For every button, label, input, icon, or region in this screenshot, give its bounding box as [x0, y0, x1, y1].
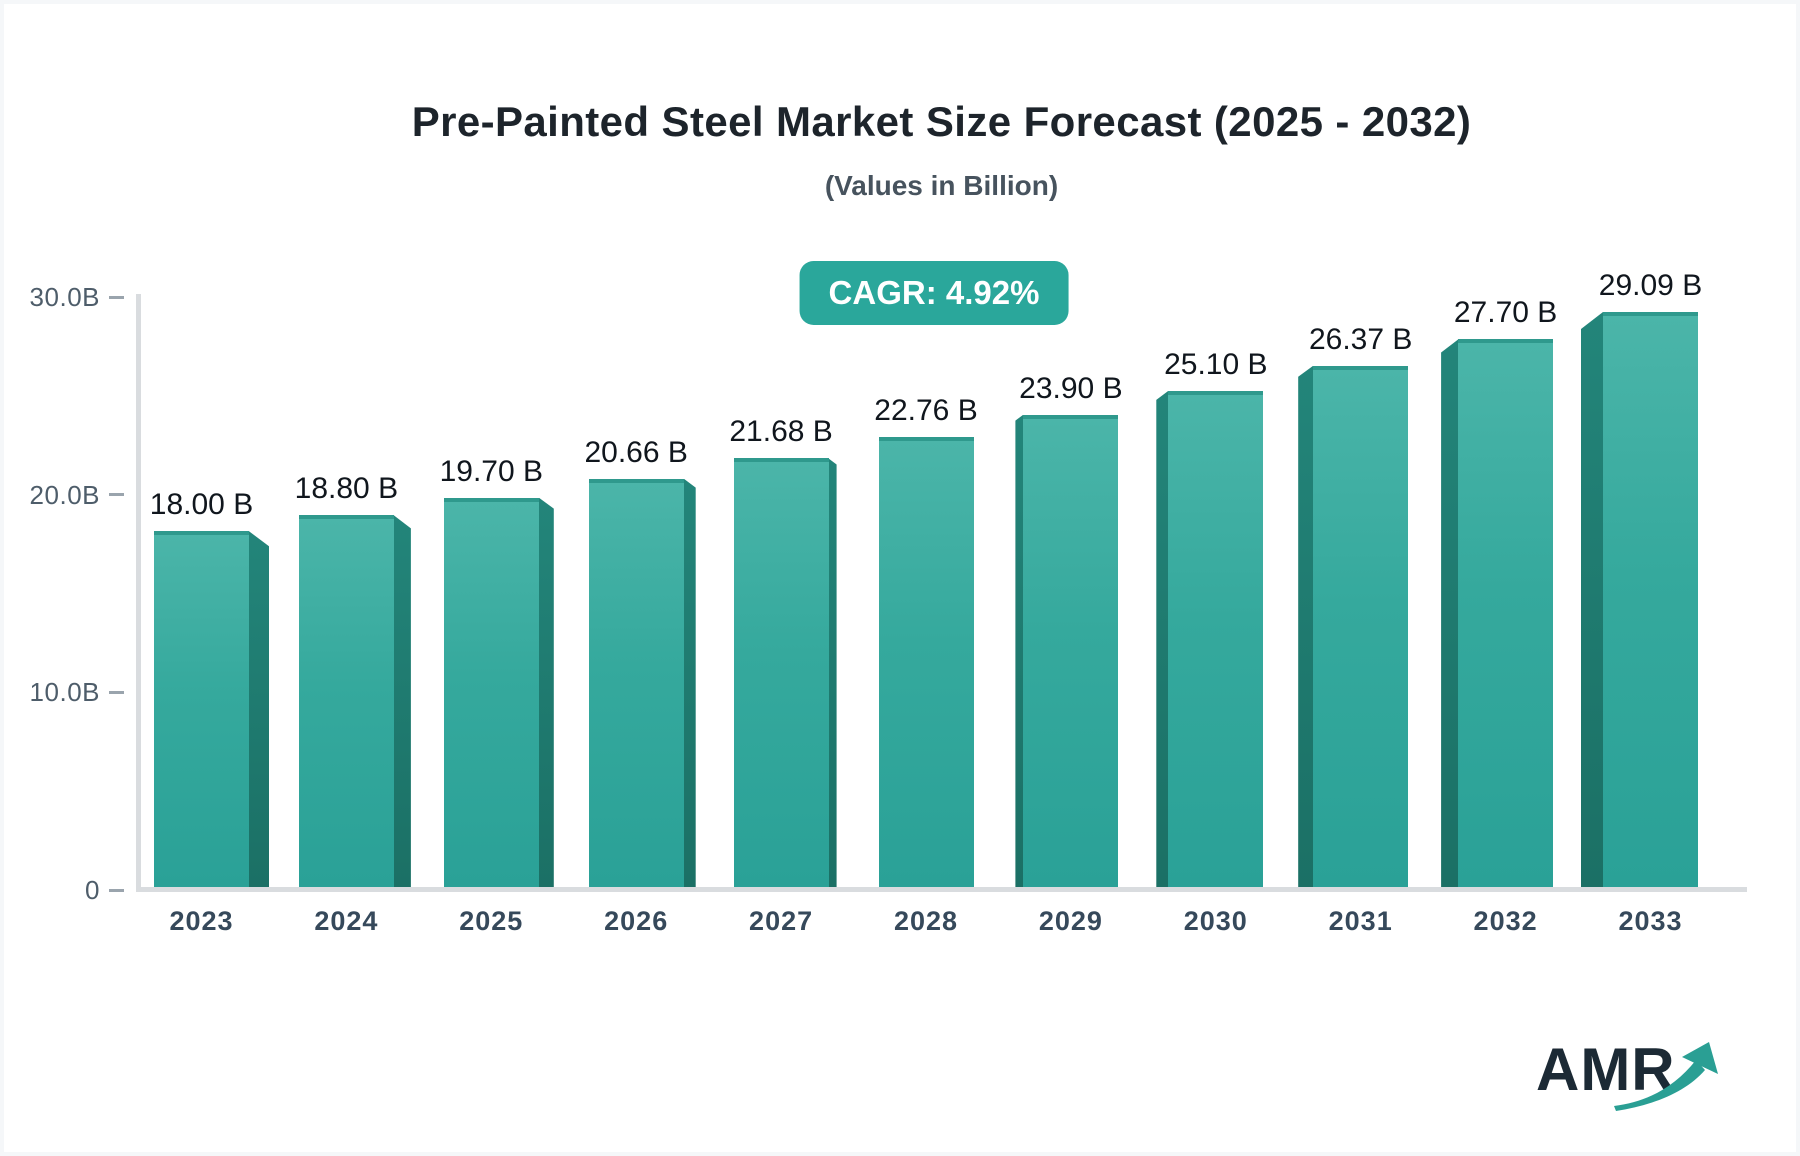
y-axis-label: 0: [85, 875, 100, 905]
bar-value-label: 26.37 B: [1308, 322, 1413, 356]
bar-2027: [733, 458, 829, 887]
growth-arrow-icon: [1614, 1042, 1718, 1111]
y-axis-tick: [109, 888, 124, 892]
bar-side-2032: [1441, 339, 1459, 887]
y-axis-tick: [109, 690, 124, 694]
bar-value-label: 25.10 B: [1164, 347, 1268, 381]
bar-side-2024: [393, 515, 411, 887]
bar-2033: [1603, 311, 1698, 887]
amr-logo: AMR: [1536, 1040, 1726, 1130]
x-axis-label-2023: 2023: [169, 906, 234, 936]
x-axis-label-2025: 2025: [459, 906, 524, 936]
amr-logo-text: AMR: [1536, 1036, 1676, 1103]
y-axis-label: 10.0B: [29, 677, 100, 708]
x-axis-line: [136, 887, 1747, 892]
x-axis-label-2026: 2026: [604, 906, 669, 936]
bar-side-2026: [683, 478, 696, 887]
bar-2032: [1458, 339, 1554, 887]
bar-side-2023: [249, 531, 269, 887]
y-axis-tick: [109, 493, 124, 497]
bar-side-2027: [828, 458, 837, 887]
x-axis-label-2031: 2031: [1328, 906, 1393, 936]
bar-value-label: 27.70 B: [1453, 296, 1558, 330]
bar-value-label: 22.76 B: [874, 394, 978, 428]
bar-value-label: 19.70 B: [439, 454, 543, 488]
x-axis-label-2029: 2029: [1038, 906, 1103, 936]
bar-value-label: 21.68 B: [729, 415, 833, 449]
bar-value-label: 23.90 B: [1019, 371, 1123, 405]
bar-2025: [443, 497, 539, 887]
bar-side-2029: [1015, 414, 1024, 887]
bar-side-2025: [538, 497, 554, 887]
y-axis-tick: [109, 295, 124, 299]
bar-2026: [588, 478, 684, 887]
x-axis-label-2033: 2033: [1618, 906, 1683, 936]
chart-title: Pre-Painted Steel Market Size Forecast (…: [411, 98, 1472, 145]
bar-side-2030: [1156, 390, 1169, 887]
y-axis-label: 20.0B: [29, 479, 100, 510]
y-axis-label: 30.0B: [29, 282, 100, 312]
cagr-badge: CAGR: 4.92%: [799, 261, 1069, 325]
bar-value-label: 29.09 B: [1598, 268, 1703, 302]
x-axis-label-2032: 2032: [1473, 906, 1538, 936]
bar-2031: [1313, 365, 1409, 887]
bar-2024: [298, 515, 394, 887]
bar-2028: [878, 437, 974, 887]
x-axis-label-2028: 2028: [893, 906, 959, 936]
bar-side-2031: [1298, 365, 1314, 887]
x-axis-label-2024: 2024: [314, 906, 379, 936]
x-axis-label-2027: 2027: [749, 906, 814, 936]
bar-side-2033: [1581, 311, 1603, 887]
bar-2029: [1023, 414, 1119, 887]
bar-value-label: 18.00 B: [149, 488, 254, 522]
bar-value-label: 18.80 B: [294, 472, 399, 506]
x-axis-label-2030: 2030: [1183, 906, 1248, 936]
bar-2030: [1168, 390, 1264, 887]
bar-2023: [154, 531, 249, 887]
bar-value-label: 20.66 B: [584, 435, 688, 469]
y-axis-line: [136, 294, 141, 892]
chart-subtitle: (Values in Billion): [824, 170, 1059, 201]
